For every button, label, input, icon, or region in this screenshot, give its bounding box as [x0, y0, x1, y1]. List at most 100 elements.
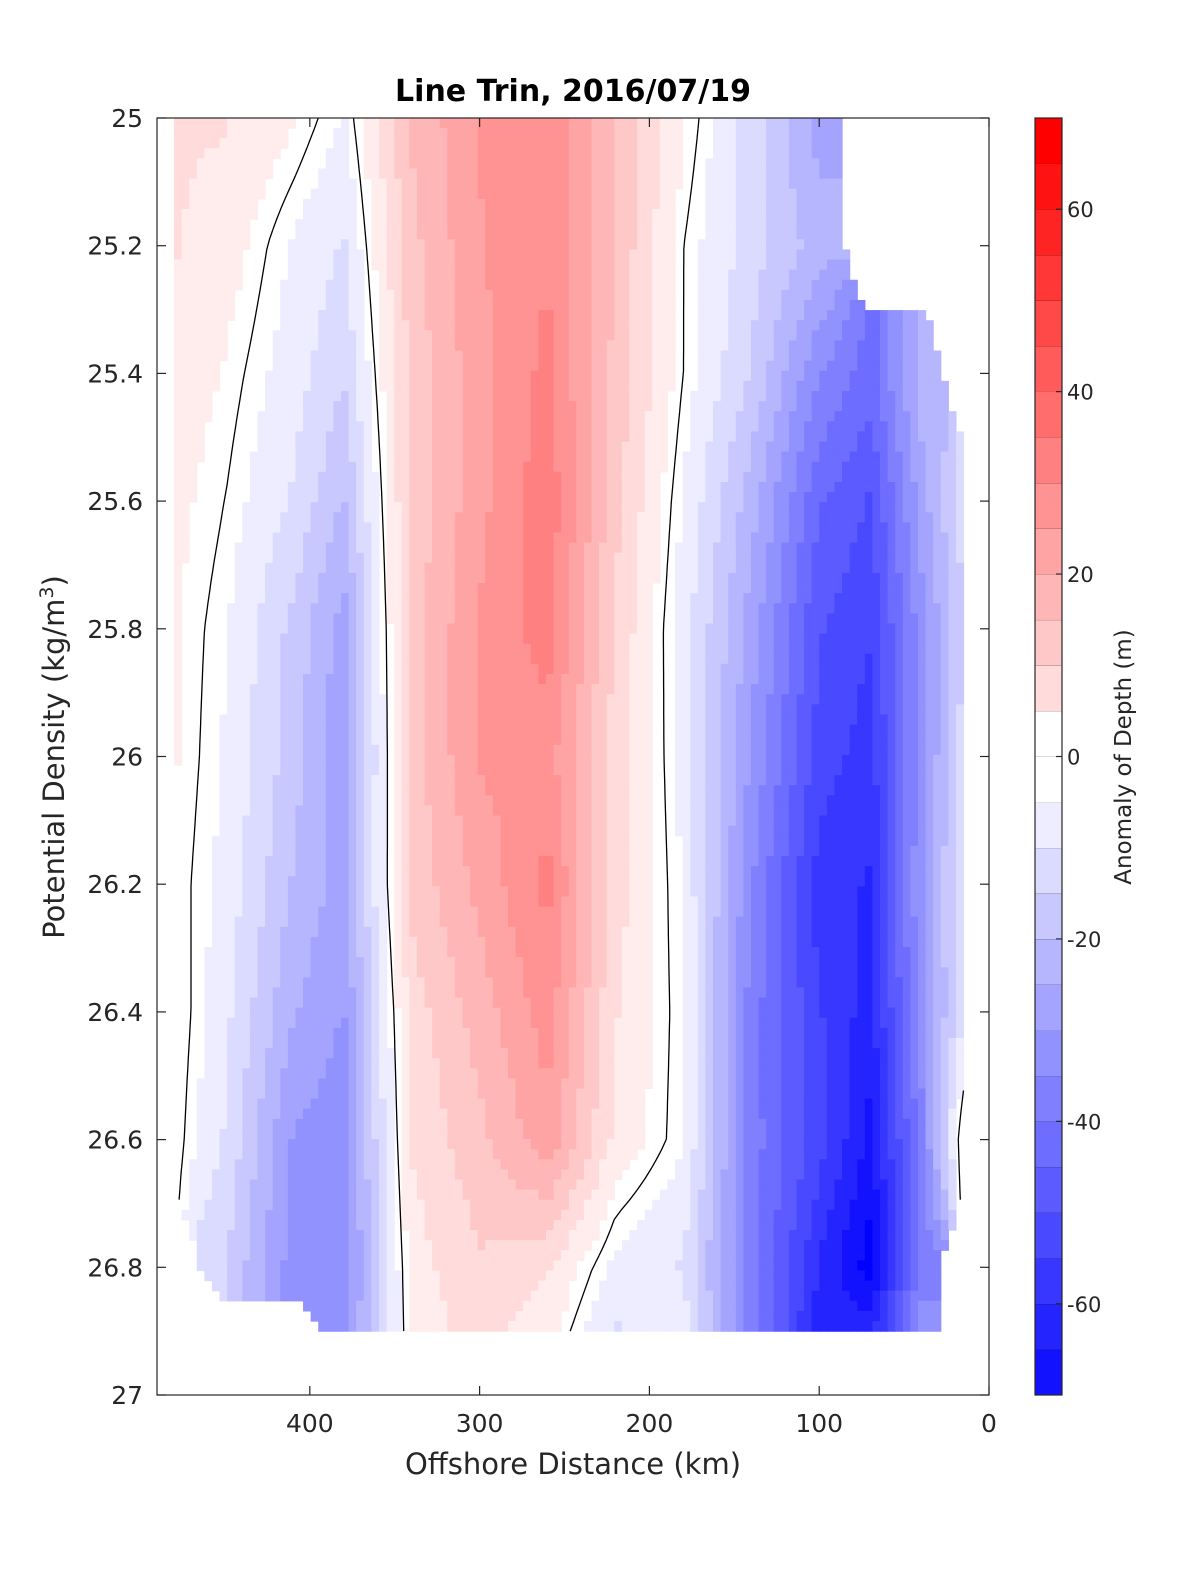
- contour-cell: [568, 148, 577, 160]
- contour-cell: [356, 532, 365, 544]
- contour-cell: [523, 158, 532, 170]
- contour-cell: [348, 572, 357, 584]
- contour-cell: [773, 492, 782, 503]
- contour-cell: [196, 441, 205, 453]
- contour-cell: [644, 674, 653, 685]
- contour-cell: [766, 471, 775, 483]
- contour-cell: [363, 684, 372, 695]
- contour-cell: [796, 188, 805, 200]
- contour-cell: [728, 653, 737, 665]
- contour-cell: [735, 269, 744, 281]
- contour-cell: [416, 138, 426, 149]
- contour-cell: [568, 532, 577, 544]
- contour-cell: [750, 461, 760, 473]
- contour-cell: [599, 401, 608, 412]
- contour-cell: [781, 603, 790, 614]
- contour-cell: [470, 279, 479, 291]
- contour-cell: [341, 259, 350, 271]
- contour-cell: [545, 188, 555, 200]
- contour-cell: [409, 532, 418, 544]
- contour-cell: [644, 299, 653, 311]
- contour-cell: [545, 653, 555, 665]
- contour-cell: [955, 461, 965, 473]
- contour-cell: [249, 623, 259, 635]
- contour-cell: [211, 249, 221, 261]
- contour-cell: [766, 593, 775, 604]
- contour-cell: [280, 330, 289, 342]
- contour-cell: [249, 674, 259, 685]
- contour-cell: [705, 613, 714, 625]
- contour-cell: [386, 350, 395, 362]
- contour-cell: [325, 653, 335, 665]
- contour-cell: [492, 421, 502, 432]
- contour-cell: [310, 633, 319, 645]
- contour-cell: [462, 118, 471, 129]
- contour-cell: [955, 522, 965, 534]
- contour-cell: [416, 249, 426, 261]
- contour-cell: [181, 239, 190, 251]
- contour-cell: [515, 380, 524, 392]
- contour-cell: [750, 289, 760, 301]
- contour-cell: [576, 451, 585, 463]
- contour-cell: [462, 471, 471, 483]
- contour-cell: [758, 178, 767, 190]
- contour-cell: [439, 198, 448, 210]
- contour-cell: [849, 643, 858, 655]
- contour-cell: [424, 188, 433, 200]
- contour-cell: [280, 583, 289, 594]
- contour-cell: [637, 431, 646, 443]
- contour-cell: [242, 219, 251, 230]
- contour-cell: [280, 562, 289, 574]
- contour-cell: [257, 633, 266, 645]
- contour-cell: [173, 229, 183, 240]
- contour-cell: [394, 562, 403, 574]
- contour-cell: [439, 401, 448, 412]
- contour-cell: [804, 178, 813, 190]
- contour-cell: [834, 684, 843, 695]
- contour-cell: [743, 613, 752, 625]
- contour-cell: [599, 583, 608, 594]
- contour-cell: [265, 562, 274, 574]
- contour-cell: [864, 330, 874, 342]
- contour-cell: [788, 168, 798, 180]
- contour-cell: [181, 279, 190, 291]
- contour-cell: [902, 532, 911, 544]
- contour-cell: [303, 552, 312, 564]
- contour-cell: [303, 299, 312, 311]
- contour-cell: [295, 289, 304, 301]
- contour-cell: [545, 350, 555, 362]
- contour-cell: [454, 623, 464, 635]
- contour-cell: [356, 562, 365, 574]
- contour-cell: [637, 380, 646, 392]
- contour-cell: [348, 279, 357, 291]
- contour-cell: [515, 663, 524, 675]
- contour-cell: [811, 299, 820, 311]
- contour-cell: [568, 643, 577, 655]
- contour-cell: [333, 158, 342, 170]
- contour-cell: [545, 421, 555, 432]
- contour-cell: [652, 340, 661, 352]
- contour-cell: [454, 542, 464, 554]
- contour-cell: [788, 360, 798, 372]
- contour-cell: [424, 229, 433, 240]
- contour-cell: [394, 441, 403, 453]
- contour-cell: [234, 158, 243, 170]
- contour-cell: [758, 552, 767, 564]
- contour-cell: [401, 492, 410, 503]
- contour-cell: [287, 451, 297, 463]
- contour-cell: [728, 360, 737, 372]
- contour-cell: [280, 492, 289, 503]
- contour-cell: [697, 633, 707, 645]
- contour-cell: [773, 512, 782, 523]
- contour-cell: [902, 643, 911, 655]
- contour-cell: [910, 684, 919, 695]
- contour-cell: [842, 320, 851, 331]
- contour-cell: [796, 471, 805, 483]
- contour-cell: [826, 249, 836, 261]
- contour-cell: [341, 340, 350, 352]
- contour-cell: [265, 502, 274, 513]
- contour-cell: [819, 542, 828, 554]
- contour-cell: [500, 461, 509, 473]
- contour-cell: [173, 178, 183, 190]
- contour-cell: [842, 522, 851, 534]
